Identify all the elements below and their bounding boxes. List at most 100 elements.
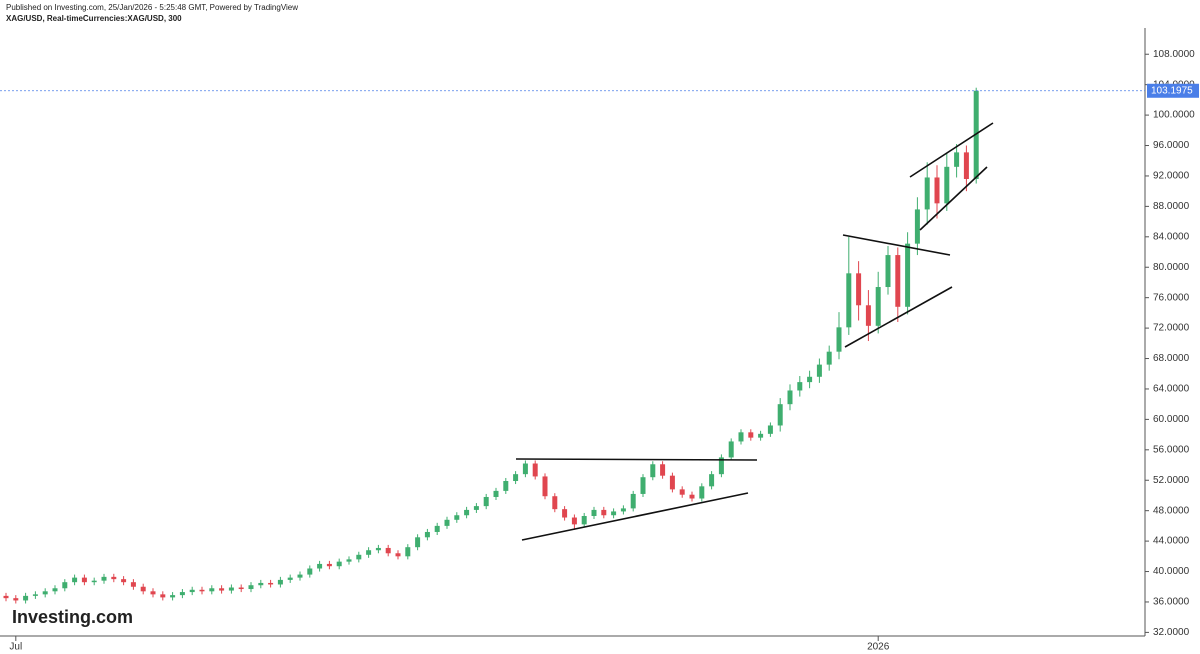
trend-line — [919, 166, 988, 231]
candle-body — [856, 273, 862, 306]
candle-body — [934, 177, 940, 204]
candle-body — [424, 531, 430, 538]
candle-body — [238, 587, 244, 590]
candle-body — [13, 598, 19, 601]
candle-body — [473, 506, 479, 510]
y-tick-label: 84.0000 — [1153, 231, 1190, 242]
candle-body — [532, 463, 538, 477]
candle-body — [826, 351, 832, 365]
candle-body — [189, 589, 195, 593]
candle-body — [91, 580, 97, 583]
candle-body — [709, 474, 715, 487]
y-tick-label: 92.0000 — [1153, 171, 1190, 182]
candle-body — [483, 496, 489, 507]
candle-body — [209, 588, 215, 592]
candle-body — [32, 594, 38, 596]
candle-body — [317, 563, 323, 569]
y-tick-label: 100.0000 — [1153, 110, 1195, 121]
published-note: Published on Investing.com, 25/Jan/2026 … — [6, 3, 298, 12]
y-tick-label: 80.0000 — [1153, 262, 1190, 273]
candle-body — [101, 576, 107, 581]
y-tick-label: 44.0000 — [1153, 536, 1190, 547]
candle-body — [650, 464, 656, 478]
candle-body — [522, 463, 528, 475]
candle-body — [81, 577, 87, 583]
candle-body — [52, 588, 58, 592]
candle-body — [3, 595, 9, 599]
candle-body — [140, 586, 146, 592]
candle-body — [268, 582, 274, 585]
candle-body — [513, 474, 519, 482]
candle-body — [630, 493, 636, 509]
candle-body — [552, 496, 558, 510]
trend-line — [521, 492, 749, 541]
candle-body — [797, 382, 803, 391]
candle-body — [415, 537, 421, 548]
candle-body — [581, 516, 587, 525]
trend-lines — [515, 122, 994, 541]
candle-body — [336, 561, 342, 567]
candle-body — [62, 582, 68, 589]
x-tick-label: 2026 — [867, 642, 890, 653]
candle-body — [875, 287, 881, 326]
candle-body — [454, 515, 460, 520]
candle-body — [326, 563, 332, 567]
candle-body — [699, 486, 705, 499]
candle-body — [375, 547, 381, 551]
candle-body — [130, 582, 136, 587]
candle-body — [777, 404, 783, 426]
candle-body — [170, 595, 176, 598]
candle-body — [954, 152, 960, 167]
candle-body — [767, 425, 773, 434]
candle-body — [395, 553, 401, 557]
candle-body — [601, 509, 607, 516]
candle-body — [620, 508, 626, 512]
candle-body — [405, 547, 411, 557]
candle-body — [895, 255, 901, 307]
candle-body — [258, 582, 264, 586]
candle-body — [963, 152, 969, 179]
y-tick-label: 40.0000 — [1153, 566, 1190, 577]
last-price-box — [1147, 83, 1199, 98]
candle-body — [758, 433, 764, 438]
candle-body — [179, 592, 185, 596]
candle-body — [23, 595, 29, 601]
candle-body — [944, 166, 950, 204]
candle-body — [807, 376, 813, 383]
candle-body — [738, 432, 744, 442]
candle-body — [111, 576, 117, 580]
candle-body — [905, 243, 911, 307]
y-tick-label: 96.0000 — [1153, 140, 1190, 151]
candle-body — [297, 574, 303, 578]
candle-body — [748, 432, 754, 438]
candle-body — [199, 589, 205, 592]
y-tick-label: 108.0000 — [1153, 49, 1195, 60]
candle-body — [385, 547, 391, 554]
y-tick-label: 36.0000 — [1153, 597, 1190, 608]
candle-body — [42, 591, 48, 595]
candle-body — [836, 327, 842, 352]
candle-body — [689, 494, 695, 499]
candle-body — [816, 364, 822, 377]
candle-body — [150, 591, 156, 595]
candle-body — [160, 594, 166, 598]
candle-body — [277, 579, 283, 585]
trend-line — [909, 122, 994, 178]
candle-body — [72, 577, 78, 583]
candle-body — [542, 476, 548, 497]
candle-body — [307, 568, 313, 575]
candle-body — [366, 550, 372, 555]
chart-title: XAG/USD, Real-timeCurrencies:XAG/USD, 30… — [6, 14, 182, 23]
candle-body — [924, 177, 930, 210]
candle-body — [287, 577, 293, 580]
candle-body — [228, 587, 234, 591]
candle-body — [885, 255, 891, 288]
candle-body — [679, 489, 685, 495]
y-tick-label: 48.0000 — [1153, 505, 1190, 516]
candles — [3, 87, 979, 604]
candle-body — [571, 517, 577, 525]
candle-body — [356, 554, 362, 560]
y-tick-label: 64.0000 — [1153, 384, 1190, 395]
